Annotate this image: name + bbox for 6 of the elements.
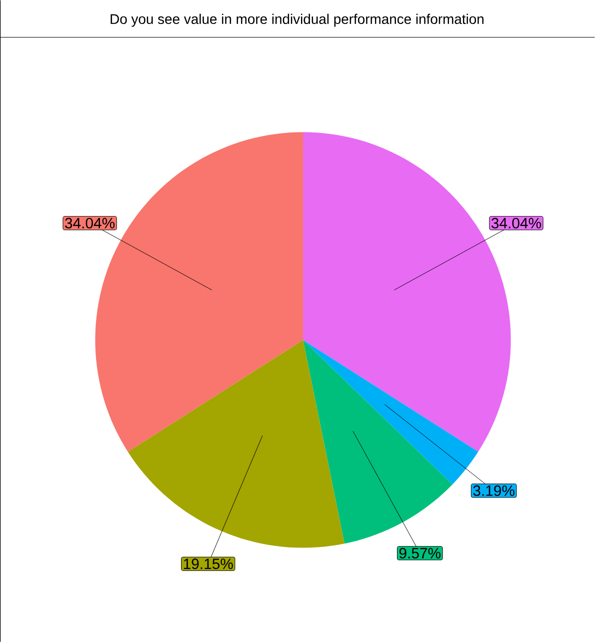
- data-label: 34.04%: [491, 218, 541, 228]
- data-label: 34.04%: [65, 218, 115, 228]
- chart-title: Do you see value in more individual performance information: [110, 14, 484, 27]
- data-label: 3.19%: [473, 485, 514, 496]
- data-label: 19.15%: [184, 558, 233, 570]
- data-label: 9.57%: [399, 548, 440, 558]
